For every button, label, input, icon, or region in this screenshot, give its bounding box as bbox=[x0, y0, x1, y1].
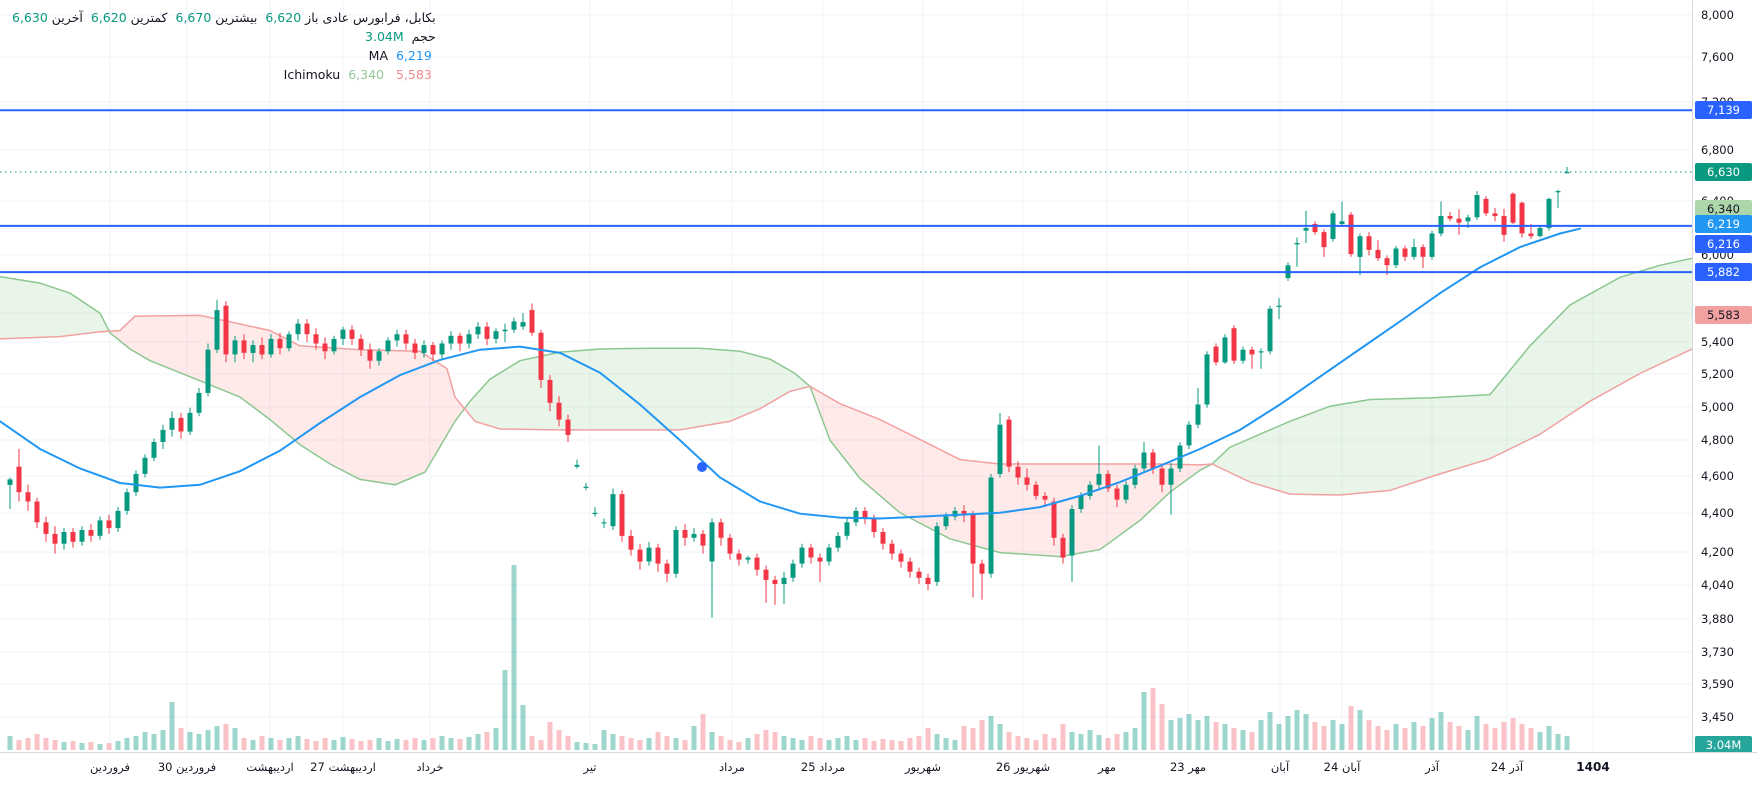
price-badge-3.04M: 3.04M bbox=[1695, 736, 1752, 754]
x-axis-label: فروردین bbox=[89, 760, 131, 774]
grid-layer bbox=[0, 0, 1692, 752]
ichimoku-span-a-value: 6,340 bbox=[348, 67, 384, 82]
y-axis-tick: 3,730 bbox=[1701, 645, 1734, 659]
price-badge-6340: 6,340 bbox=[1695, 200, 1752, 218]
y-axis-tick: 3,450 bbox=[1701, 710, 1734, 724]
x-axis-label: 23 مهر bbox=[1169, 760, 1207, 774]
legend-ohlc-field: باز6,620 bbox=[265, 10, 319, 25]
y-axis-tick: 4,400 bbox=[1701, 506, 1734, 520]
y-axis-tick: 5,200 bbox=[1701, 367, 1734, 381]
volume-bars bbox=[7, 565, 1570, 750]
y-axis-tick: 7,600 bbox=[1701, 50, 1734, 64]
x-axis-label: 26 شهریور bbox=[995, 760, 1051, 774]
volume-label: حجم bbox=[411, 29, 436, 44]
ma-label: MA bbox=[368, 48, 388, 63]
price-badge-6219: 6,219 bbox=[1695, 215, 1752, 233]
y-axis-tick: 6,800 bbox=[1701, 143, 1734, 157]
price-badge-5583: 5,583 bbox=[1695, 306, 1752, 324]
ichimoku-span-b-line bbox=[0, 314, 1692, 496]
chart-plot-area[interactable] bbox=[0, 0, 1692, 752]
legend-ichimoku-row: Ichimoku 6,340 5,583 bbox=[8, 65, 436, 84]
time-axis[interactable]: فروردین 30 فروردین اردیبهشت 27 اردیبهشت خردا… bbox=[0, 752, 1757, 790]
price-badge-7139: 7,139 bbox=[1695, 101, 1752, 119]
x-axis-label: 25 مرداد bbox=[800, 760, 846, 774]
x-axis-label: اردیبهشت bbox=[246, 760, 294, 774]
y-axis-tick: 3,590 bbox=[1701, 677, 1734, 691]
symbol-title: بکابل، فرابورس عادی bbox=[322, 10, 436, 25]
price-badge-6216: 6,216 bbox=[1695, 235, 1752, 253]
y-axis-tick: 4,800 bbox=[1701, 433, 1734, 447]
legend-volume-row: حجم 3.04M bbox=[8, 27, 436, 46]
x-axis-label: 1404 bbox=[1576, 760, 1610, 774]
y-axis-tick: 8,000 bbox=[1701, 8, 1734, 22]
legend-ohlc-row: بکابل، فرابورس عادی باز6,620 بیشترین6,67… bbox=[8, 8, 436, 27]
price-badge-6630: 6,630 bbox=[1695, 163, 1752, 181]
y-axis-tick: 3,880 bbox=[1701, 612, 1734, 626]
x-axis-label: 30 فروردین bbox=[157, 760, 217, 774]
x-axis-label: خرداد bbox=[416, 760, 444, 774]
price-axis[interactable]: 8,0007,6007,2006,8006,4006,0005,4005,200… bbox=[1692, 0, 1757, 754]
legend-ohlc-field: کمترین6,620 bbox=[90, 10, 168, 25]
x-axis-label: تیر bbox=[583, 760, 597, 774]
x-axis-label: 27 اردیبهشت bbox=[310, 760, 376, 774]
chart-canvas[interactable] bbox=[0, 0, 1692, 752]
legend-ohlc-field: آخرین6,630 bbox=[12, 10, 83, 25]
legend-ohlc-field: بیشترین6,670 bbox=[175, 10, 258, 25]
y-axis-tick: 5,400 bbox=[1701, 335, 1734, 349]
x-axis-label: 24 آبان bbox=[1323, 760, 1361, 774]
x-axis-label: مرداد bbox=[719, 760, 745, 774]
ichimoku-label: Ichimoku bbox=[283, 67, 341, 82]
x-axis-label: شهریور bbox=[905, 760, 941, 774]
horizontal-price-lines[interactable] bbox=[0, 109, 1692, 274]
ma-value: 6,219 bbox=[395, 48, 432, 63]
ichimoku-span-a-line bbox=[0, 257, 1692, 558]
ichimoku-span-b-value: 5,583 bbox=[395, 67, 432, 82]
x-axis-label: مهر bbox=[1098, 760, 1116, 774]
price-badge-5882: 5,882 bbox=[1695, 263, 1752, 281]
x-axis-label: 24 آذر bbox=[1490, 760, 1524, 774]
legend-ma-row: MA 6,219 bbox=[8, 46, 436, 65]
y-axis-tick: 5,000 bbox=[1701, 400, 1734, 414]
volume-value: 3.04M bbox=[365, 29, 404, 44]
x-axis-label: آبان bbox=[1270, 760, 1290, 774]
y-axis-tick: 4,200 bbox=[1701, 545, 1734, 559]
ma-dot-marker bbox=[697, 462, 707, 472]
chart-legend: بکابل، فرابورس عادی باز6,620 بیشترین6,67… bbox=[8, 8, 436, 84]
ma-line bbox=[0, 227, 1581, 520]
x-axis-label: آذر bbox=[1425, 760, 1439, 774]
ichimoku-cloud bbox=[0, 257, 1692, 558]
y-axis-tick: 4,040 bbox=[1701, 578, 1734, 592]
y-axis-tick: 4,600 bbox=[1701, 469, 1734, 483]
